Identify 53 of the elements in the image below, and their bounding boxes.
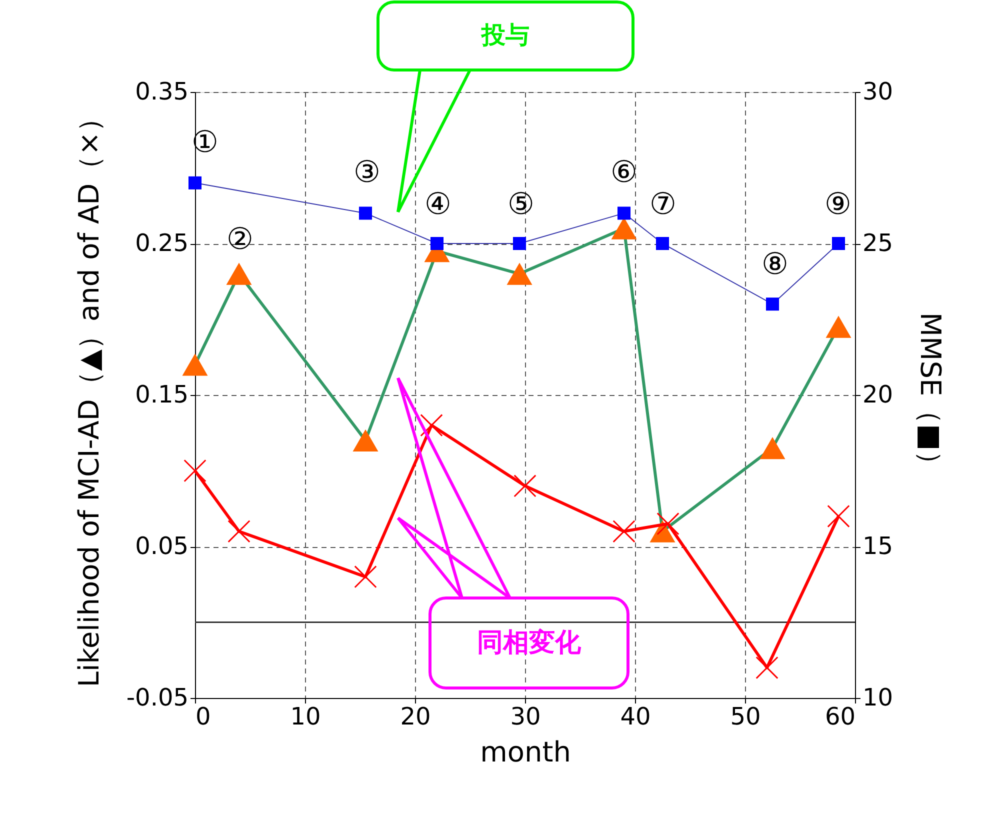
x-tick-label: 50 (730, 702, 761, 730)
point (188, 176, 202, 190)
x-tick-label: 0 (196, 702, 211, 730)
y-tick-label: 0.05 (135, 532, 188, 560)
point (656, 512, 680, 536)
point (228, 520, 250, 543)
point (756, 656, 778, 680)
point (182, 354, 208, 376)
y-tick-label: -0.05 (126, 684, 188, 712)
point (832, 236, 846, 250)
annotation: ⑧ (762, 247, 788, 282)
point (617, 206, 631, 220)
x-tick-label: 30 (510, 702, 541, 730)
y2-tick-label: 25 (862, 229, 894, 257)
point (184, 459, 206, 482)
annotation: 同相変化 (477, 628, 582, 658)
x-tick-label: 40 (620, 702, 651, 730)
point (826, 316, 852, 338)
point (354, 565, 377, 588)
y-tick-label: 0.35 (135, 78, 188, 106)
y2-tick-label: 20 (862, 380, 894, 408)
point (612, 520, 636, 543)
point (512, 236, 526, 250)
y2-tick-label: 15 (862, 532, 894, 560)
point (352, 429, 378, 452)
y-tick-label: 0.15 (135, 380, 188, 408)
y-tick-label: 0.25 (135, 229, 188, 257)
point (760, 436, 786, 460)
annotation: ⑦ (650, 187, 676, 222)
x-tick-label: 20 (400, 702, 431, 730)
annotation: ⑥ (610, 155, 638, 190)
y2-tick-label: 30 (862, 78, 894, 106)
point (656, 236, 670, 250)
x-tick-label: 60 (824, 702, 856, 730)
annotation: ⑤ (508, 187, 534, 222)
y2-axis-title: MMSE（■） (914, 312, 948, 479)
point (430, 236, 444, 250)
point (358, 206, 372, 220)
annotation: ⑨ (824, 187, 852, 222)
point (420, 414, 443, 437)
point (514, 474, 536, 498)
annotation: ③ (354, 155, 380, 190)
point (766, 298, 780, 311)
annotation: ④ (424, 187, 452, 222)
x-axis-title: month (480, 736, 571, 768)
annotation: ② (226, 222, 254, 257)
point (827, 504, 850, 528)
point (226, 262, 252, 285)
y2-tick-label: 10 (862, 684, 894, 712)
point (506, 262, 532, 285)
y-axis-title: Likelihood of MCI-AD（▲）and of AD（×） (72, 104, 106, 688)
text: 投与 (480, 21, 530, 49)
x-tick-label: 10 (290, 702, 321, 730)
